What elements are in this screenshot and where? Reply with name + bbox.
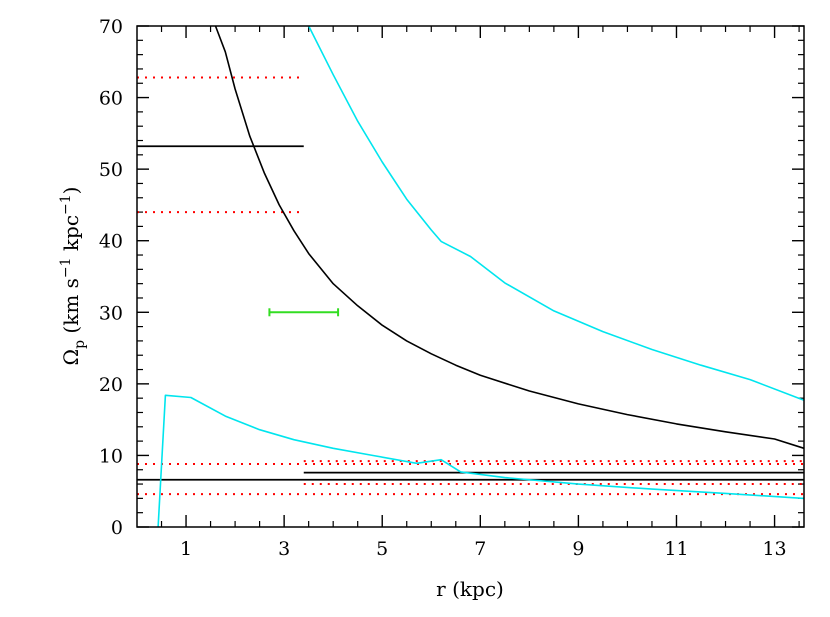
y-axis-label-units-1: (km s [59, 278, 83, 340]
y-tick-label: 20 [99, 374, 123, 396]
series-line-2 [307, 25, 805, 402]
data-series [157, 25, 805, 528]
y-axis-label-sup-2: −1 [58, 194, 74, 215]
y-axis-label-sub: p [72, 340, 88, 349]
y-axis-label-sup-1: −1 [58, 257, 74, 278]
x-tick-label: 7 [474, 538, 486, 560]
y-tick-label: 10 [99, 445, 123, 467]
x-tick-label: 13 [762, 538, 786, 560]
y-tick-label: 60 [99, 88, 123, 110]
error-bar [268, 308, 340, 317]
x-axis-label: r (kpc) [436, 577, 504, 601]
y-tick-labels: 0 10 20 30 40 50 60 70 [99, 16, 123, 539]
y-axis-label-omega: Ω [59, 349, 83, 366]
minor-ticks [137, 26, 804, 527]
x-tick-label: 1 [180, 538, 192, 560]
x-tick-label: 9 [572, 538, 584, 560]
y-axis-label: Ωp (km s−1 kpc−1) [58, 186, 88, 365]
series-line-1 [214, 25, 805, 450]
x-tick-label: 5 [376, 538, 388, 560]
y-tick-label: 50 [99, 159, 123, 181]
x-tick-labels: 1 3 5 7 9 11 13 [180, 538, 787, 560]
x-tick-label: 11 [664, 538, 688, 560]
y-axis-label-units-2: kpc [59, 215, 83, 257]
plot-frame [136, 25, 805, 528]
horizontal-lines [137, 76, 804, 496]
y-tick-label: 70 [99, 16, 123, 38]
y-tick-label: 40 [99, 231, 123, 253]
major-ticks [137, 25, 804, 528]
series-line-3 [157, 394, 805, 528]
y-axis-label-units-3: ) [59, 186, 83, 194]
x-tick-label: 3 [278, 538, 290, 560]
y-tick-label: 30 [99, 302, 123, 324]
y-tick-label: 0 [111, 517, 123, 539]
